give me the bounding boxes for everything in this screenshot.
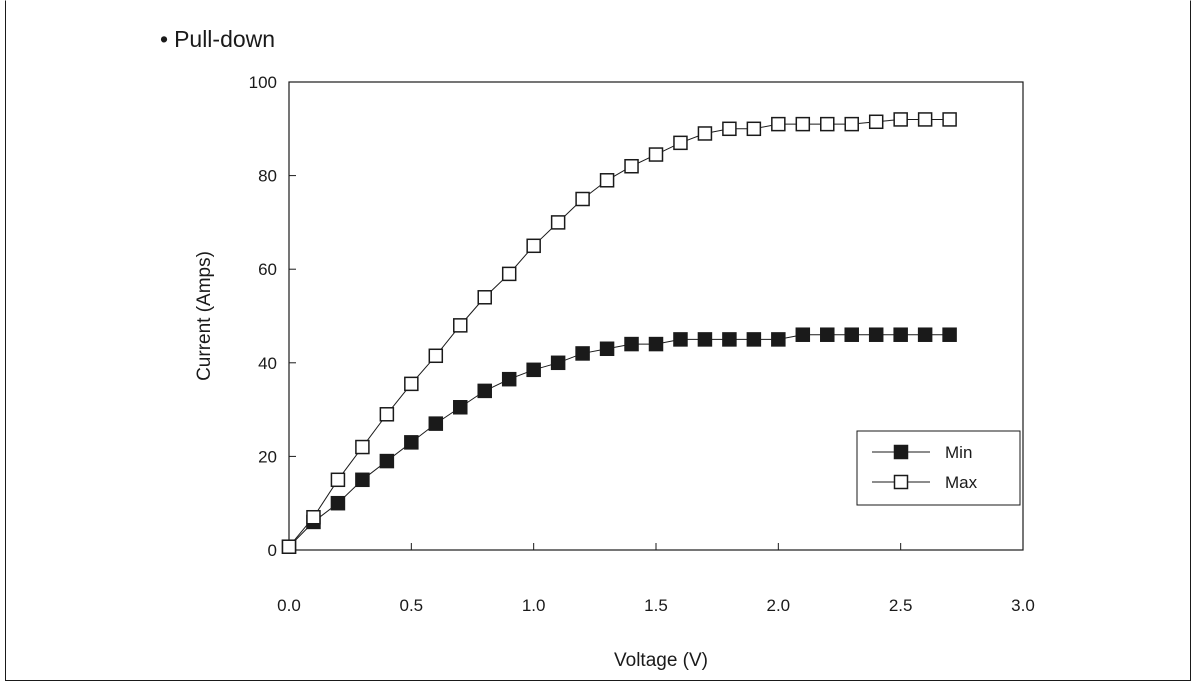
y-tick-label: 40 <box>258 354 277 373</box>
legend-label-min: Min <box>945 443 972 462</box>
data-point-max <box>501 266 517 282</box>
data-point-max <box>795 116 811 132</box>
data-point-max <box>942 112 957 127</box>
data-point-max <box>330 472 346 488</box>
data-point-max <box>746 121 762 137</box>
data-point-max <box>893 112 908 127</box>
data-point-min <box>917 327 933 342</box>
data-point-max <box>550 215 566 230</box>
x-tick-label: 2.5 <box>889 596 913 615</box>
x-tick-label: 3.0 <box>1011 596 1035 615</box>
y-tick-label: 20 <box>258 447 277 466</box>
data-point-min <box>550 355 566 371</box>
data-point-max <box>453 318 468 333</box>
figure-frame <box>5 0 1191 681</box>
data-point-max <box>281 539 297 554</box>
data-point-max <box>820 116 835 132</box>
data-point-max <box>722 121 737 137</box>
data-point-min <box>942 327 957 342</box>
chart-heading: • Pull-down <box>160 26 275 53</box>
data-point-max <box>355 439 370 455</box>
data-point-max <box>428 348 444 364</box>
data-point-min <box>795 327 811 342</box>
legend-label-max: Max <box>945 473 978 492</box>
legend: Min Max <box>856 430 1021 506</box>
data-point-min <box>697 332 713 347</box>
series-line-max <box>288 118 950 548</box>
data-point-min <box>379 453 395 469</box>
data-point-min <box>404 435 419 450</box>
y-axis-label: Current (Amps) <box>194 251 215 381</box>
data-point-min <box>673 332 688 347</box>
data-point-min <box>820 327 835 342</box>
series-layer <box>281 112 957 554</box>
data-point-min <box>648 336 664 352</box>
data-point-min <box>722 332 737 347</box>
legend-marker-max <box>893 474 909 490</box>
data-point-min <box>844 327 859 342</box>
data-point-min <box>771 332 786 347</box>
data-point-max <box>404 376 419 392</box>
y-tick-label: 100 <box>249 73 277 92</box>
data-point-max <box>306 509 321 525</box>
data-point-min <box>477 383 492 399</box>
data-point-min <box>624 336 639 352</box>
data-point-max <box>648 147 664 162</box>
data-point-min <box>355 472 370 488</box>
data-point-max <box>379 407 395 422</box>
y-tick-label: 80 <box>258 167 277 186</box>
series-line-min <box>288 334 950 548</box>
data-point-min <box>868 327 884 342</box>
data-point-max <box>673 135 688 151</box>
data-point-max <box>771 116 786 132</box>
data-point-min <box>330 495 346 511</box>
x-tick-label: 2.0 <box>767 596 791 615</box>
data-point-min <box>501 371 517 387</box>
data-point-min <box>893 327 908 342</box>
data-point-min <box>453 400 468 415</box>
data-point-min <box>575 346 590 361</box>
data-point-max <box>844 116 859 132</box>
bullet-glyph: • <box>160 26 169 52</box>
data-point-min <box>599 341 615 357</box>
data-point-min <box>746 332 762 347</box>
data-point-max <box>575 191 590 207</box>
data-point-min <box>526 362 541 378</box>
legend-box <box>856 430 1021 506</box>
data-point-min <box>428 416 444 431</box>
series-max <box>281 112 957 554</box>
x-tick-label: 1.0 <box>522 596 546 615</box>
y-tick-label: 0 <box>268 541 277 560</box>
data-point-max <box>599 173 615 188</box>
legend-marker-min <box>893 444 909 460</box>
data-point-max <box>868 114 884 130</box>
data-point-max <box>917 112 933 127</box>
data-point-max <box>624 158 639 174</box>
x-tick-label: 0.5 <box>400 596 424 615</box>
y-tick-label: 60 <box>258 260 277 279</box>
y-axis: 0 20 40 60 80 100 <box>249 73 296 560</box>
data-point-max <box>697 126 713 141</box>
x-tick-label: 0.0 <box>277 596 301 615</box>
data-point-max <box>477 290 492 305</box>
x-axis: 0.0 0.5 1.0 1.5 2.0 2.5 3.0 <box>277 543 1035 615</box>
x-tick-label: 1.5 <box>644 596 668 615</box>
heading-text: Pull-down <box>174 26 276 52</box>
x-axis-label: Voltage (V) <box>614 650 708 671</box>
series-min <box>281 327 957 554</box>
data-point-max <box>526 238 541 254</box>
